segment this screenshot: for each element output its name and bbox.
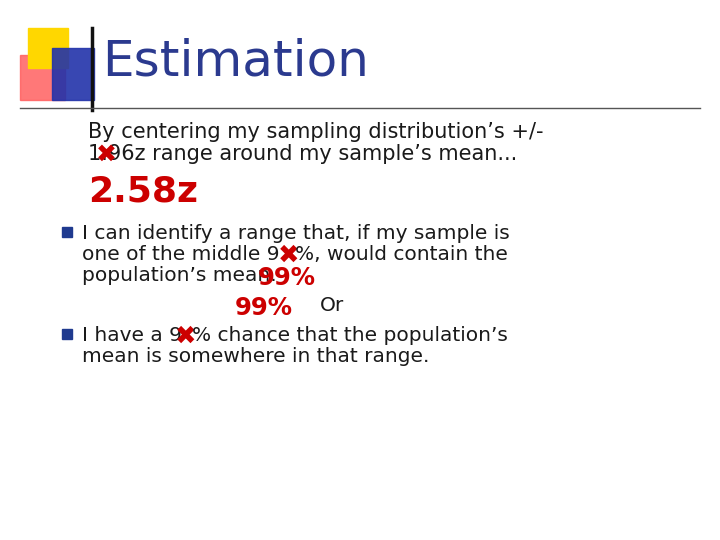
Text: ✖: ✖ [96, 143, 117, 167]
Bar [20, 55, 65, 100]
Text: 99%: 99% [258, 266, 316, 290]
Bar [52, 48, 94, 100]
Bar [62, 227, 72, 237]
Text: %, would contain the: %, would contain the [295, 245, 508, 264]
Text: Or: Or [320, 296, 344, 315]
Text: mean is somewhere in that range.: mean is somewhere in that range. [82, 347, 429, 366]
Text: % chance that the population’s: % chance that the population’s [192, 326, 508, 345]
Text: By centering my sampling distribution’s +/-: By centering my sampling distribution’s … [88, 122, 544, 142]
Text: I have a 9: I have a 9 [82, 326, 182, 345]
Text: ✖: ✖ [175, 324, 197, 350]
Text: I can identify a range that, if my sample is: I can identify a range that, if my sampl… [82, 224, 510, 243]
Text: 2.58z: 2.58z [88, 174, 198, 208]
Text: 99%: 99% [235, 296, 293, 320]
Text: ✖: ✖ [278, 243, 300, 269]
Text: 1.96z range around my sample’s mean...: 1.96z range around my sample’s mean... [88, 144, 517, 164]
Bar [28, 28, 68, 68]
Text: population’s mean.: population’s mean. [82, 266, 276, 285]
Text: one of the middle 9: one of the middle 9 [82, 245, 279, 264]
Bar [62, 329, 72, 339]
Text: Estimation: Estimation [102, 38, 369, 86]
